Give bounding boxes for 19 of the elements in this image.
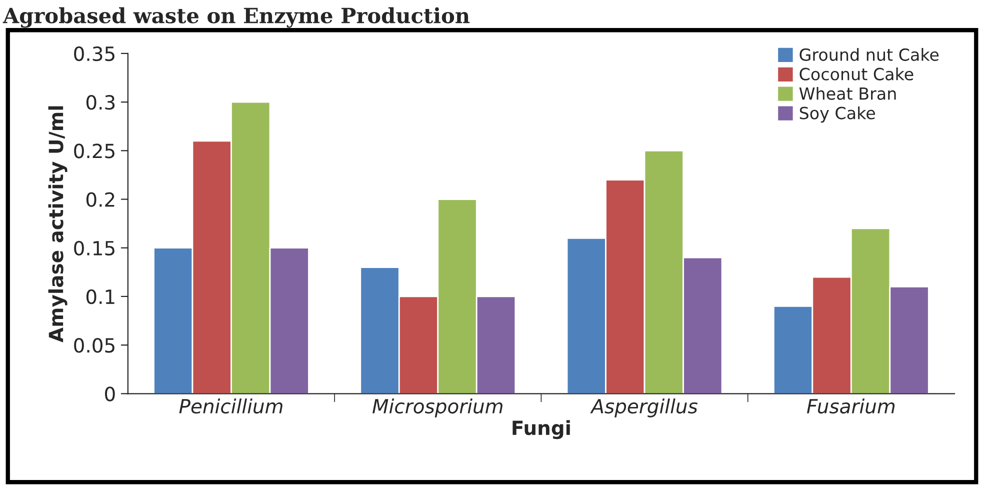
x-tick-label: Microsporium xyxy=(372,398,502,418)
y-tick-label: 0.2 xyxy=(86,192,114,207)
legend-label: Coconut Cake xyxy=(800,68,914,80)
y-tick-label: 0.25 xyxy=(74,144,114,158)
y-tick-label: 0 xyxy=(105,386,115,402)
y-tick-label: 0.05 xyxy=(74,338,114,353)
legend-label: Wheat Bran xyxy=(799,86,896,100)
x-tick-label: Penicillium xyxy=(179,398,282,414)
x-axis-title: Fungi xyxy=(512,420,570,440)
x-tick-label: Aspergillus xyxy=(590,398,698,418)
y-tick-label: 0.3 xyxy=(86,95,115,110)
x-tick-label: Fusarium xyxy=(806,398,895,414)
y-tick-label: 0.1 xyxy=(86,289,114,304)
y-tick-label: 0.15 xyxy=(74,240,114,256)
legend-label: Soy Cake xyxy=(800,106,875,123)
chart-title: Agrobased waste on Enzyme Production xyxy=(2,7,470,28)
y-tick-label: 0.35 xyxy=(74,46,114,62)
y-axis-title: Amylase activity U/ml xyxy=(48,106,68,342)
legend-label: Ground nut Cake xyxy=(800,48,939,61)
